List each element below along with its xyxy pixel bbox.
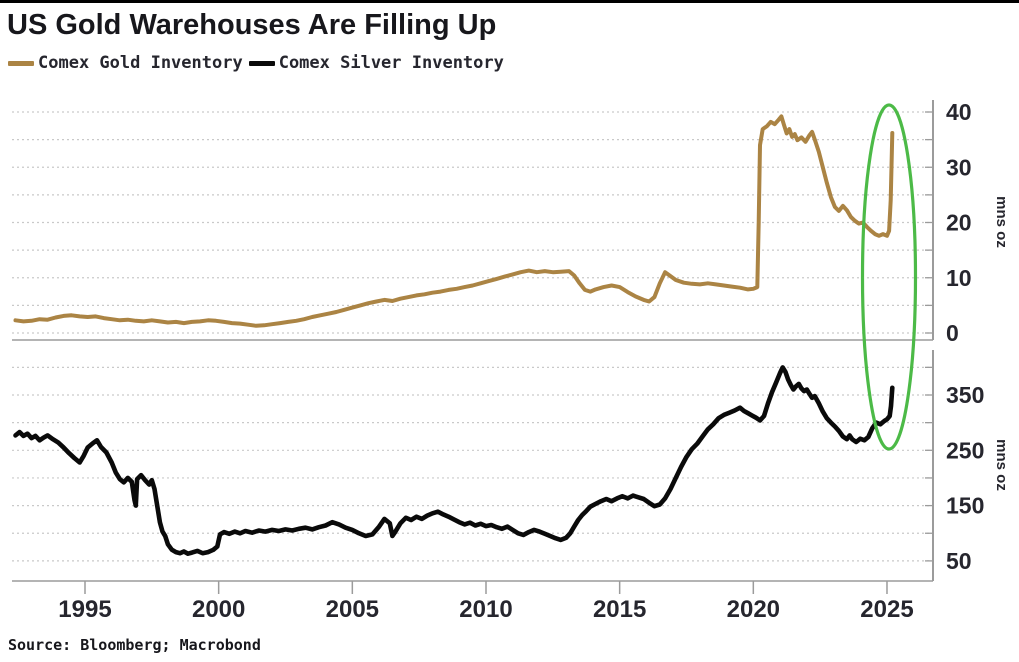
y-axis-tick-label: 30 (946, 154, 972, 180)
y-axis-tick-label: 50 (946, 548, 972, 574)
legend-label-silver: Comex Silver Inventory (278, 53, 504, 73)
x-axis-tick-label: 2015 (593, 596, 646, 623)
legend-label-gold: Comex Gold Inventory (38, 53, 243, 73)
x-axis-tick-label: 2020 (727, 596, 780, 623)
y-axis-unit-label: mns oz (993, 439, 1010, 491)
x-axis-tick-label: 2010 (459, 596, 512, 623)
y-axis-tick-label: 150 (946, 493, 984, 519)
gold-series-dash-icon (8, 60, 34, 66)
chart-canvas: 0 10 20 30 40 mns oz 50 150 250 350 mns oz 1995 2000… (12, 99, 1010, 623)
y-axis-unit-label: mns oz (993, 196, 1010, 248)
source-attribution: Source: Bloomberg; Macrobond (8, 636, 261, 654)
x-axis-tick-label: 2005 (326, 596, 379, 623)
y-axis-tick-label: 350 (946, 382, 984, 408)
x-axis-tick-label: 2000 (192, 596, 245, 623)
legend-item-gold: Comex Gold Inventory (8, 53, 243, 73)
gold-series-line (13, 114, 895, 328)
y-axis-tick-label: 10 (946, 265, 972, 291)
chart-legend: Comex Gold Inventory Comex Silver Invent… (8, 53, 504, 73)
y-axis-tick-label: 20 (946, 210, 972, 236)
x-axis-tick-label: 2025 (860, 596, 913, 623)
page-title: US Gold Warehouses Are Filling Up (7, 9, 497, 41)
silver-series-line (13, 365, 895, 556)
silver-series-dash-icon (248, 60, 275, 66)
y-axis-tick-label: 0 (946, 320, 959, 346)
highlight-ellipse (860, 103, 918, 451)
y-axis-tick-label: 250 (946, 437, 984, 463)
x-axis-tick-label: 1995 (58, 596, 111, 623)
legend-item-silver: Comex Silver Inventory (248, 53, 504, 73)
y-axis-tick-label: 40 (946, 99, 972, 125)
